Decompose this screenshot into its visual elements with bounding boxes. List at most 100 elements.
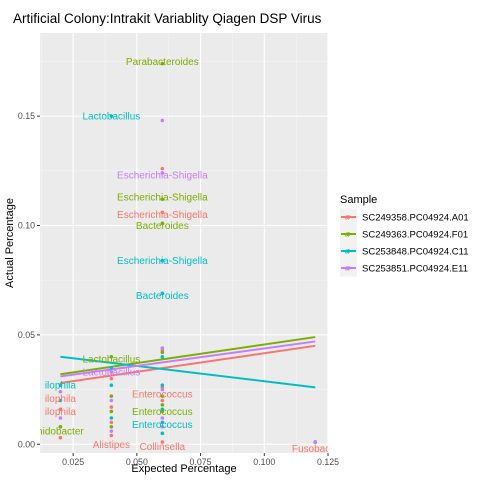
data-point [160, 387, 165, 392]
legend-label: SC249358.PC04924.A01 [362, 213, 469, 224]
data-point [160, 350, 165, 355]
data-point [109, 429, 114, 433]
point-labels: Parabacteroides Lactobacillus Escherichia-… [37, 57, 339, 455]
data-point [109, 416, 114, 420]
data-point [58, 389, 63, 394]
grid-major [40, 33, 329, 453]
point-label: Alistipes [93, 440, 130, 451]
y-tick-label: 0.00 [18, 439, 35, 449]
data-point [160, 118, 165, 123]
point-label: Escherichia-Shigella [117, 193, 208, 204]
data-point [160, 431, 165, 436]
data-points [58, 61, 318, 444]
legend-point [346, 266, 351, 270]
x-tick-label: 0.125 [317, 457, 339, 467]
x-tick-label: 0.050 [126, 457, 148, 467]
point-label: Lactobacillus [82, 354, 140, 365]
fit-line [60, 355, 316, 389]
legend-key-glyph: a [345, 249, 349, 256]
y-axis: 0.00 0.05 0.10 0.15 [18, 111, 40, 449]
data-point [109, 383, 114, 387]
data-point [58, 424, 63, 429]
point-label: Collinsella [140, 442, 186, 453]
data-point [160, 258, 165, 263]
y-tick-label: 0.10 [18, 221, 35, 231]
data-point [58, 398, 63, 403]
legend: Sample a SC249358.PC04924.A01 a SC249363.PC… [340, 194, 469, 277]
legend-key-glyph: a [345, 215, 349, 222]
data-point [160, 61, 165, 66]
point-label: Parabacteroides [126, 57, 199, 68]
data-point [313, 440, 318, 444]
data-point [160, 346, 165, 350]
point-label: Enterococcus [132, 420, 193, 431]
data-point [160, 354, 165, 359]
data-point [160, 403, 165, 407]
data-point [58, 416, 63, 420]
x-axis: 0.025 0.050 0.075 0.100 0.125 [62, 453, 339, 467]
point-label: nidobacter [37, 427, 84, 438]
point-label: Bacteroides [136, 221, 189, 232]
point-label: Enterococcus [132, 407, 193, 418]
point-label: Fusobacte [292, 444, 339, 455]
data-point [109, 376, 114, 381]
data-point [160, 210, 165, 215]
data-point [160, 407, 165, 412]
data-point [109, 114, 114, 118]
data-point [160, 440, 165, 444]
point-label: Lactobacillus [82, 112, 140, 123]
data-point [160, 221, 165, 226]
data-point [109, 405, 114, 409]
data-point [160, 383, 165, 387]
data-point [58, 407, 63, 412]
legend-title: Sample [340, 194, 377, 206]
data-point [109, 420, 114, 425]
y-axis-title: Actual Percentage [4, 198, 16, 288]
data-point [109, 365, 114, 370]
data-point [58, 383, 63, 387]
x-tick-label: 0.075 [190, 457, 212, 467]
x-tick-label: 0.025 [62, 457, 84, 467]
fit-line [60, 340, 316, 378]
legend-label: SC253851.PC04924.E11 [362, 264, 468, 275]
grid-minor [40, 33, 328, 453]
legend-label: SC253848.PC04924.C11 [362, 247, 469, 258]
data-point [160, 166, 165, 171]
point-label: Lactobacillus [82, 368, 140, 379]
point-label: ilophila [45, 394, 77, 405]
point-label: Enterococcus [132, 389, 193, 400]
fit-lines [60, 336, 316, 389]
data-point [109, 398, 114, 403]
data-point [160, 416, 165, 420]
point-label: Escherichia-Shigella [117, 256, 208, 267]
data-point [160, 420, 165, 425]
legend-point [346, 215, 351, 219]
legend-point [346, 249, 351, 253]
data-point [160, 424, 165, 429]
data-point [160, 398, 165, 403]
legend-label: SC249363.PC04924.F01 [362, 230, 468, 241]
fit-line [60, 336, 316, 376]
fit-line [60, 344, 316, 384]
legend-key-glyph: a [345, 266, 349, 273]
data-point [58, 435, 63, 440]
data-point [109, 424, 114, 429]
data-point [109, 354, 114, 359]
x-axis-title: Expected Percentage [131, 463, 236, 475]
y-tick-label: 0.15 [18, 111, 35, 121]
legend-key-glyph: a [345, 232, 349, 239]
data-point [160, 171, 165, 175]
data-point [109, 394, 114, 398]
point-label: ilophila [45, 407, 77, 418]
chart-title: Artificial Colony:Intrakit Variablity Qi… [13, 11, 322, 26]
x-tick-label: 0.100 [253, 457, 275, 467]
data-point [160, 394, 165, 398]
data-point [160, 291, 165, 296]
point-label: Escherichia-Shigella [117, 210, 208, 221]
point-label: Escherichia-Shigella [117, 171, 208, 182]
data-point [109, 409, 114, 414]
data-point [109, 433, 114, 438]
y-tick-label: 0.05 [18, 330, 35, 340]
data-point [160, 197, 165, 202]
